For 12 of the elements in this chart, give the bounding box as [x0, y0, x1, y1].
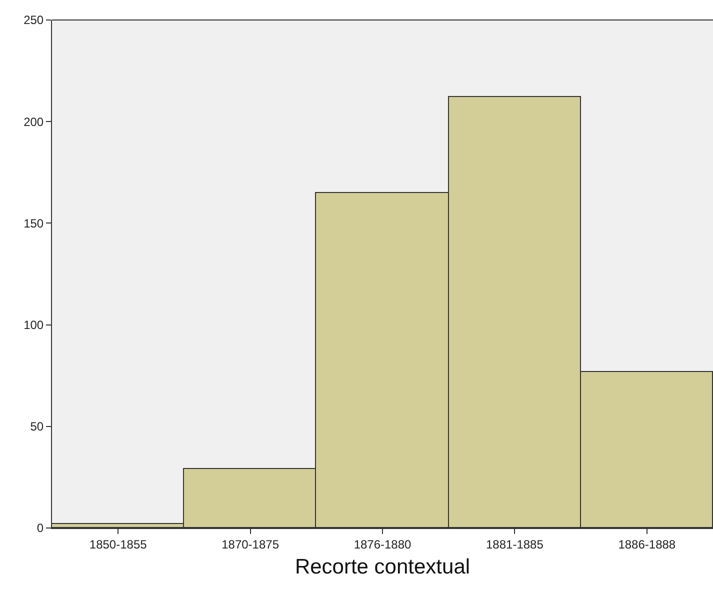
x-tick-label: 1876-1880 [354, 537, 412, 552]
x-tick-label: 1870-1875 [222, 537, 280, 552]
x-tick-label: 1850-1855 [89, 537, 148, 552]
x-tick-label: 1881-1885 [486, 537, 544, 552]
y-tick-label: 100 [24, 318, 44, 332]
x-axis-title: Recorte contextual [294, 556, 470, 579]
x-tick-label: 1886-1888 [618, 537, 676, 552]
y-tick-label: 200 [24, 114, 44, 129]
y-tick-label: 0 [36, 521, 44, 536]
y-tick-label: 150 [24, 216, 44, 230]
y-tick-label: 50 [30, 420, 44, 434]
y-tick-label: 250 [24, 13, 44, 28]
